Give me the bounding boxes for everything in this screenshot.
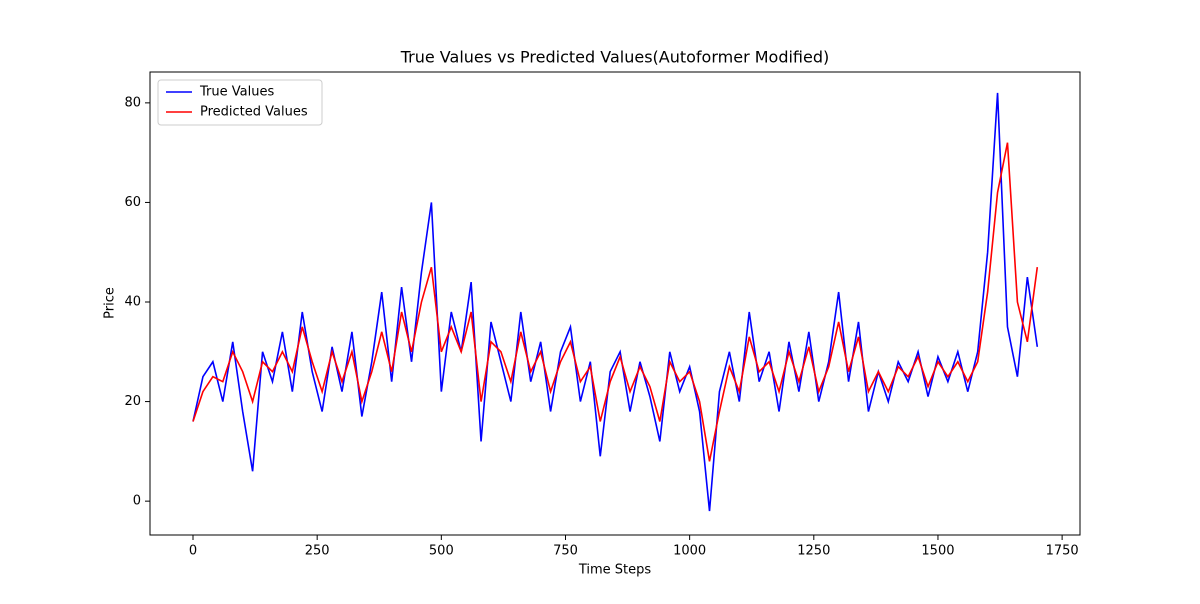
plot-frame	[149, 71, 1081, 536]
x-tick-label: 250	[305, 544, 330, 559]
y-tick-label: 80	[124, 95, 141, 110]
x-tick-label: 500	[429, 544, 454, 559]
x-tick-label: 750	[553, 544, 578, 559]
y-axis-label: Price	[103, 287, 118, 319]
y-tick-label: 60	[124, 195, 141, 210]
legend-box	[157, 79, 323, 126]
x-tick-label: 1250	[797, 544, 830, 559]
line-series	[192, 142, 1039, 462]
x-tick-label: 0	[189, 544, 197, 559]
chart-title: True Values vs Predicted Values(Autoform…	[400, 48, 830, 67]
x-axis-label: Time Steps	[578, 563, 652, 578]
line-series	[192, 92, 1039, 512]
y-tick-label: 0	[133, 494, 141, 509]
x-tick-label: 1000	[673, 544, 706, 559]
x-tick-label: 1750	[1046, 544, 1079, 559]
y-tick-label: 20	[124, 394, 141, 409]
legend-label: True Values	[199, 85, 274, 100]
legend-label: Predicted Values	[200, 105, 308, 120]
y-tick-label: 40	[124, 295, 141, 310]
x-tick-label: 1500	[921, 544, 954, 559]
